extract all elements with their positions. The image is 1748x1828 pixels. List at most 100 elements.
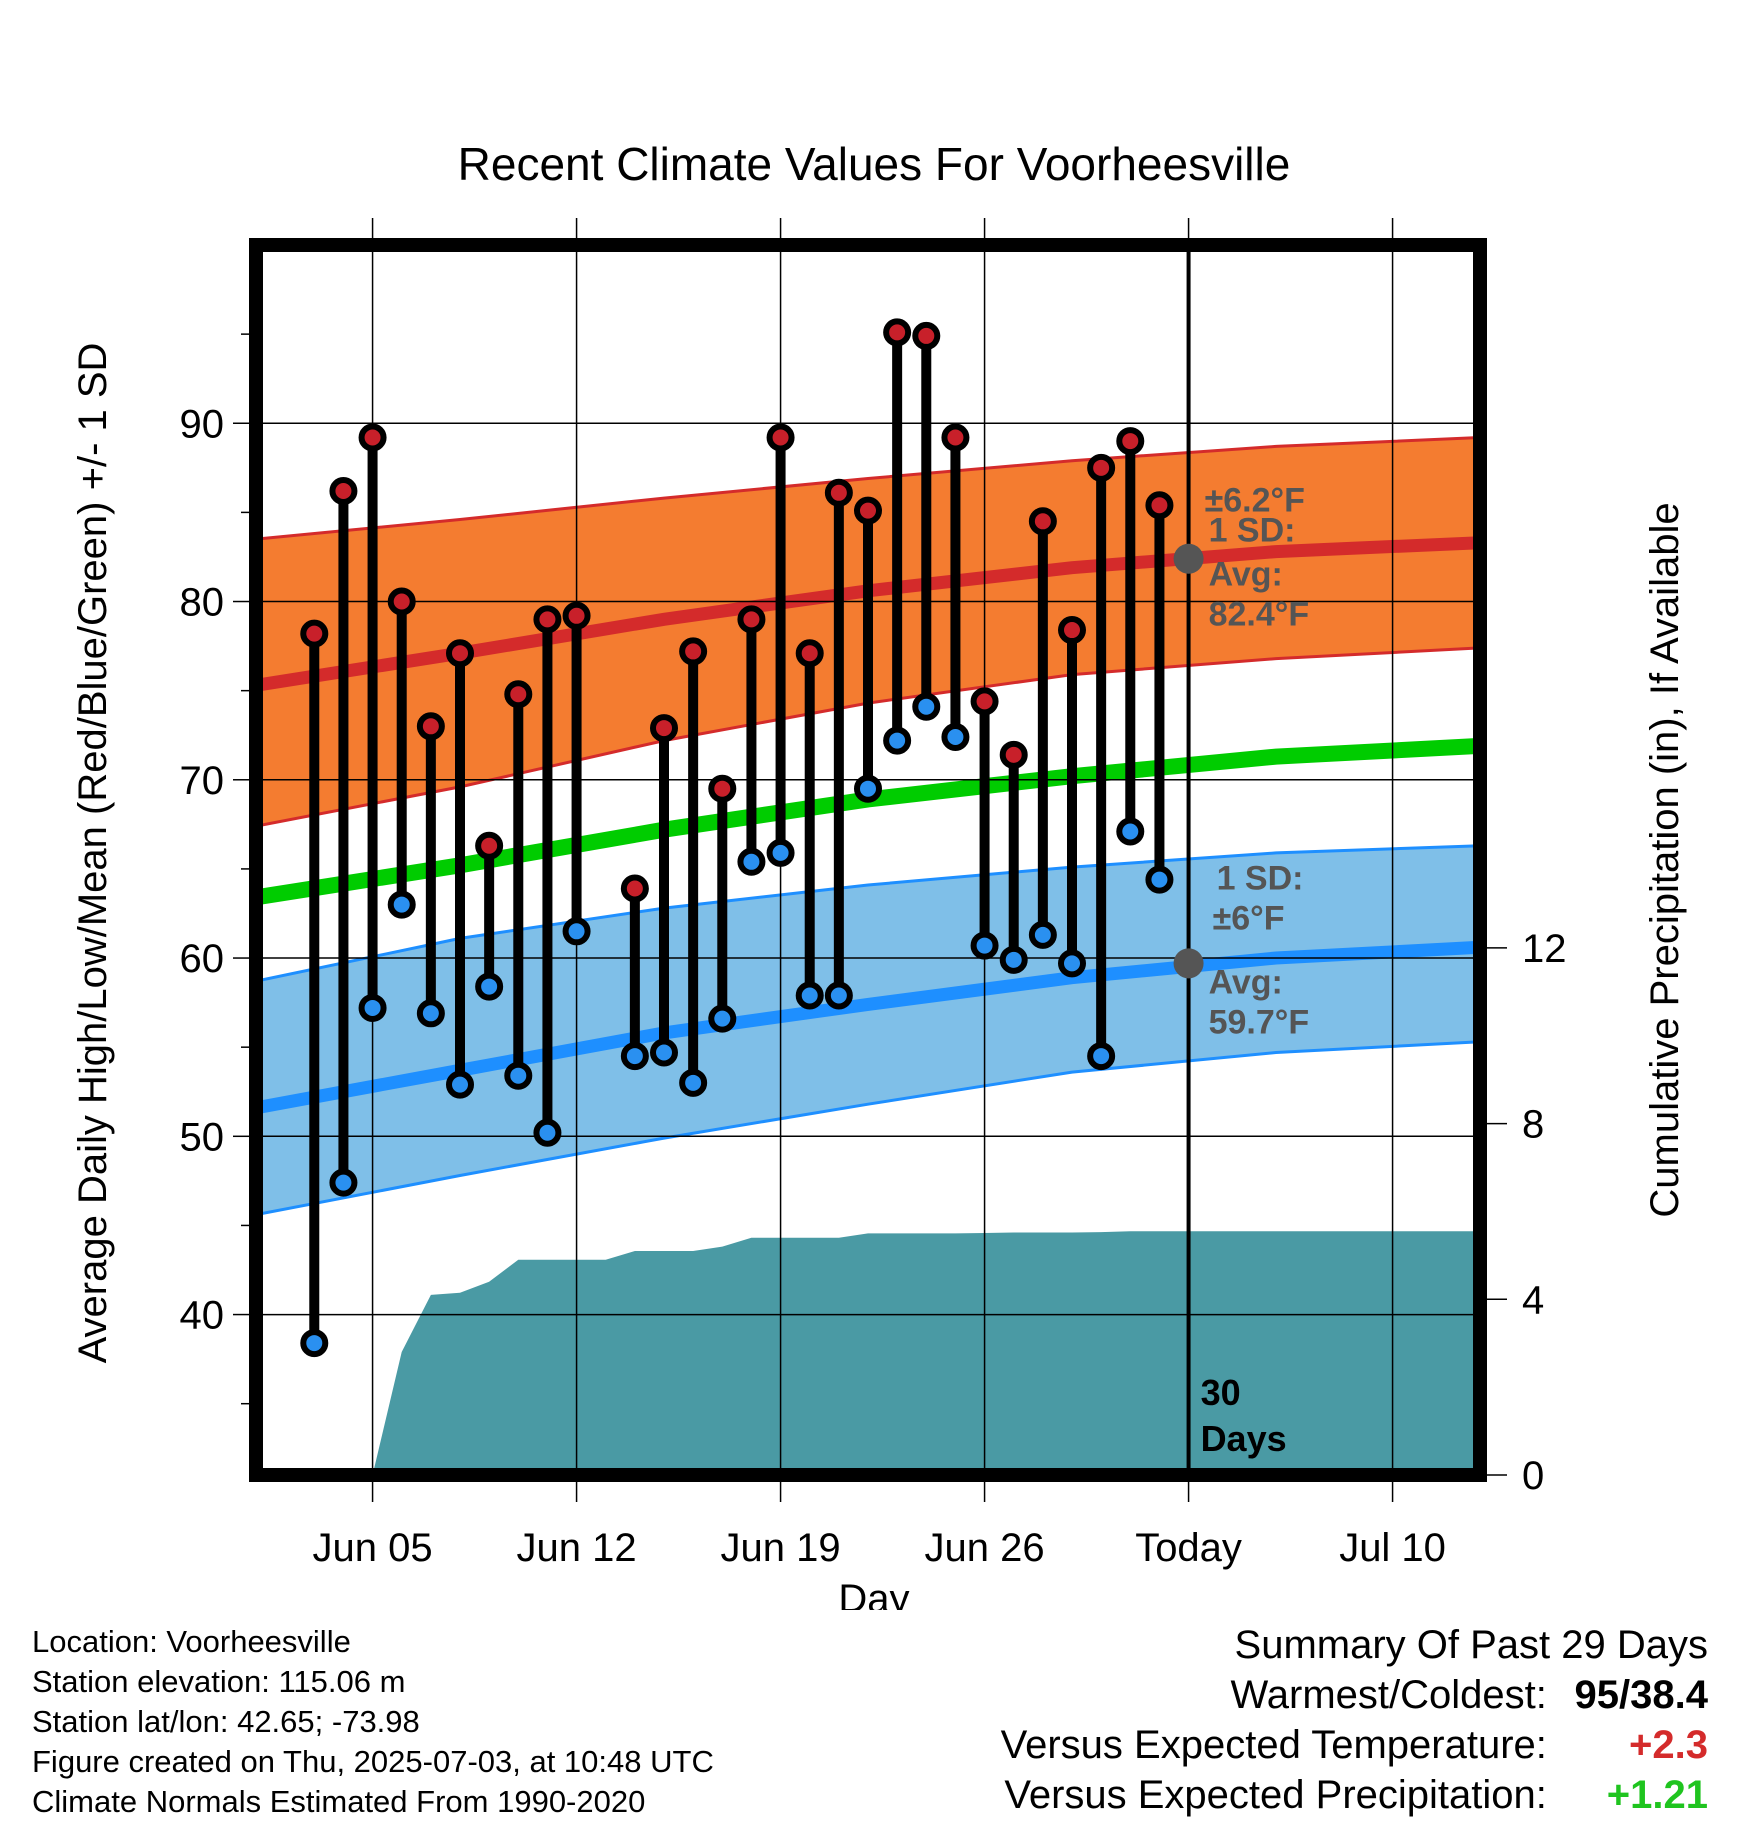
daily-high-point bbox=[795, 639, 824, 668]
daily-high-point bbox=[1058, 616, 1086, 645]
daily-high-point bbox=[300, 619, 329, 648]
warm-cold-value: 95/38.4 bbox=[1574, 1673, 1708, 1717]
daily-high-point bbox=[1028, 507, 1057, 536]
daily-low-point bbox=[300, 1329, 329, 1358]
y-axis-left: 40 50 60 70 80 90 bbox=[180, 333, 249, 1405]
daily-low-point bbox=[1116, 817, 1145, 846]
high-sd-value: ±6.2°F bbox=[1205, 482, 1305, 520]
daily-low-point bbox=[1145, 865, 1174, 894]
daily-high-point bbox=[620, 874, 649, 903]
daily-low-point bbox=[329, 1168, 358, 1197]
daily-low-point bbox=[358, 993, 387, 1022]
daily-low-point bbox=[533, 1118, 562, 1147]
chart-title: Recent Climate Values For Voorheesville bbox=[458, 138, 1291, 190]
low-avg-marker bbox=[1173, 948, 1204, 979]
daily-high-point bbox=[650, 714, 678, 743]
plot-frame bbox=[249, 238, 1487, 1482]
precip-area bbox=[372, 1231, 1480, 1475]
daily-high-point bbox=[766, 423, 795, 452]
y-tick-label: 40 bbox=[180, 1294, 225, 1338]
daily-low-point bbox=[795, 981, 824, 1010]
daily-high-point bbox=[854, 496, 882, 525]
created-text: Figure created on Thu, 2025-07-03, at 10… bbox=[32, 1744, 714, 1779]
x-tick-label: Jun 12 bbox=[517, 1526, 637, 1570]
latlon-text: Station lat/lon: 42.65; -73.98 bbox=[32, 1704, 420, 1739]
y-tick-label: 80 bbox=[180, 581, 225, 625]
summary-title: Summary Of Past 29 Days bbox=[1234, 1623, 1708, 1667]
daily-low-point bbox=[766, 838, 795, 867]
daily-high-point bbox=[1116, 427, 1145, 456]
daily-high-point bbox=[562, 601, 591, 630]
daily-low-point bbox=[941, 723, 970, 751]
low-sd-value: ±6°F bbox=[1213, 899, 1285, 937]
daily-high-point bbox=[679, 637, 708, 666]
daily-low-point bbox=[708, 1004, 737, 1033]
daily-low-point bbox=[824, 981, 853, 1010]
warm-cold-label: Warmest/Coldest: bbox=[1230, 1673, 1547, 1717]
daily-high-point bbox=[329, 477, 358, 505]
daily-low-point bbox=[387, 890, 416, 919]
climate-chart: Recent Climate Values For Voorheesville … bbox=[71, 138, 1687, 1610]
daily-low-point bbox=[620, 1042, 649, 1071]
daily-low-point bbox=[1058, 949, 1086, 978]
daily-low-point bbox=[475, 972, 504, 1001]
daily-high-point bbox=[533, 605, 562, 634]
summary-precip: Versus Expected Precipitation: +1.21 bbox=[1001, 1770, 1708, 1820]
elevation-text: Station elevation: 115.06 m bbox=[32, 1664, 406, 1699]
low-sd-band bbox=[256, 845, 1480, 1215]
daily-low-point bbox=[1087, 1042, 1116, 1071]
precip-value: +1.21 bbox=[1606, 1773, 1708, 1817]
daily-low-point bbox=[562, 917, 591, 946]
daily-low-point bbox=[446, 1070, 474, 1099]
plot-area bbox=[256, 245, 1480, 1475]
y-axis-right: 0 4 8 12 bbox=[1487, 927, 1567, 1498]
daily-high-point bbox=[708, 774, 737, 803]
daily-high-point bbox=[883, 318, 912, 347]
daily-low-point bbox=[504, 1061, 533, 1090]
daily-high-point bbox=[475, 831, 504, 860]
normals-text: Climate Normals Estimated From 1990-2020 bbox=[32, 1784, 646, 1819]
y2-tick-label: 0 bbox=[1522, 1454, 1544, 1498]
daily-high-point bbox=[999, 740, 1028, 769]
y2-axis-label: Cumulative Precipitation (in), If Availa… bbox=[1643, 502, 1687, 1217]
daily-low-point bbox=[416, 999, 445, 1028]
daily-low-point bbox=[679, 1068, 708, 1097]
x-axis: Jun 05 Jun 12 Jun 19 Jun 26 Today Jul 10 bbox=[313, 218, 1446, 1570]
station-info: Location: Voorheesville Station elevatio… bbox=[32, 1622, 714, 1822]
summary-temp: Versus Expected Temperature: +2.3 bbox=[1001, 1720, 1708, 1770]
x-tick-label: Jun 05 bbox=[313, 1526, 433, 1570]
y2-tick-label: 4 bbox=[1522, 1278, 1544, 1322]
y-tick-label: 70 bbox=[180, 759, 225, 803]
y-tick-label: 90 bbox=[180, 402, 225, 446]
daily-high-point bbox=[416, 712, 445, 741]
daily-stems bbox=[309, 332, 1165, 1344]
daily-low-point bbox=[737, 847, 766, 876]
daily-high-point bbox=[912, 321, 941, 350]
high-avg-label: Avg: bbox=[1209, 556, 1283, 594]
y-tick-label: 60 bbox=[180, 937, 225, 981]
summary-panel: Summary Of Past 29 Days Warmest/Coldest:… bbox=[1001, 1620, 1708, 1820]
daily-low-point bbox=[883, 726, 912, 755]
summary-warm-cold: Warmest/Coldest: 95/38.4 bbox=[1001, 1670, 1709, 1720]
today-label-number: 30 bbox=[1201, 1372, 1241, 1413]
today-label-days: Days bbox=[1201, 1418, 1287, 1459]
y2-tick-label: 8 bbox=[1522, 1103, 1544, 1147]
high-band-upper-edge bbox=[256, 436, 1480, 541]
daily-high-point bbox=[824, 478, 853, 507]
y-tick-label: 50 bbox=[180, 1115, 225, 1159]
daily-high-point bbox=[1087, 453, 1116, 482]
high-avg-value: 82.4°F bbox=[1209, 596, 1310, 634]
precip-label: Versus Expected Precipitation: bbox=[1004, 1773, 1547, 1817]
x-axis-label: Day bbox=[838, 1577, 909, 1610]
x-tick-label: Jun 19 bbox=[721, 1526, 841, 1570]
x-tick-label: Today bbox=[1135, 1526, 1242, 1570]
low-avg-value: 59.7°F bbox=[1209, 1003, 1310, 1041]
daily-low-point bbox=[970, 931, 999, 960]
daily-high-point bbox=[1145, 491, 1174, 520]
daily-high-point bbox=[970, 687, 999, 716]
temp-value: +2.3 bbox=[1629, 1723, 1708, 1767]
daily-high-point bbox=[358, 423, 387, 452]
low-band-lower-edge bbox=[256, 1040, 1480, 1217]
daily-high-point bbox=[446, 639, 474, 668]
